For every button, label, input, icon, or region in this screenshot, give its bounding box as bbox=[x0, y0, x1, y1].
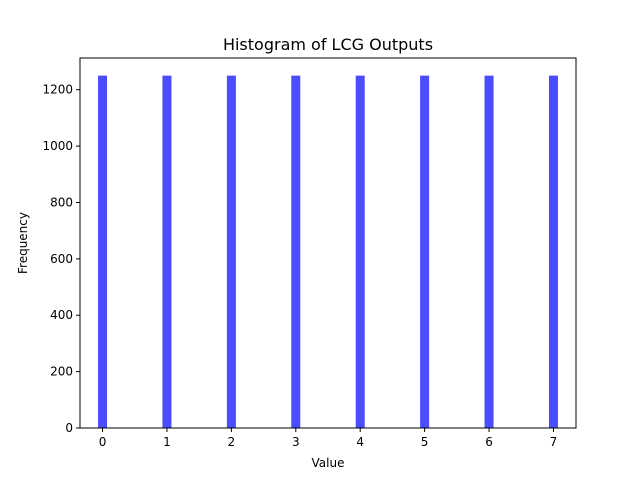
y-tick-label: 800 bbox=[50, 195, 73, 209]
bars-group bbox=[98, 75, 558, 428]
chart-title: Histogram of LCG Outputs bbox=[223, 35, 433, 54]
histogram-bar-6 bbox=[484, 75, 494, 428]
x-tick-label: 1 bbox=[163, 435, 171, 449]
histogram-bar-5 bbox=[420, 75, 430, 428]
y-tick-label: 1000 bbox=[42, 139, 73, 153]
histogram-bar-4 bbox=[355, 75, 365, 428]
y-tick-label: 0 bbox=[65, 421, 73, 435]
y-tick-label: 400 bbox=[50, 308, 73, 322]
histogram-bar-0 bbox=[98, 75, 108, 428]
histogram-bar-2 bbox=[226, 75, 236, 428]
histogram-bar-7 bbox=[548, 75, 558, 428]
y-tick-label: 600 bbox=[50, 252, 73, 266]
x-tick-label: 5 bbox=[421, 435, 429, 449]
x-axis-ticks: 0 1 2 3 4 5 6 7 bbox=[99, 428, 558, 449]
x-tick-label: 4 bbox=[356, 435, 364, 449]
histogram-bar-1 bbox=[162, 75, 172, 428]
y-axis-ticks: 0 200 400 600 800 1000 1200 bbox=[42, 83, 80, 435]
plot-frame bbox=[79, 57, 577, 429]
histogram-bar-3 bbox=[291, 75, 301, 428]
y-tick-label: 200 bbox=[50, 365, 73, 379]
x-tick-label: 3 bbox=[292, 435, 300, 449]
x-axis-label: Value bbox=[312, 456, 345, 470]
y-axis-label: Frequency bbox=[16, 212, 30, 274]
x-tick-label: 7 bbox=[550, 435, 558, 449]
x-tick-label: 6 bbox=[485, 435, 493, 449]
x-tick-label: 0 bbox=[99, 435, 107, 449]
x-tick-label: 2 bbox=[228, 435, 236, 449]
y-tick-label: 1200 bbox=[42, 83, 73, 97]
